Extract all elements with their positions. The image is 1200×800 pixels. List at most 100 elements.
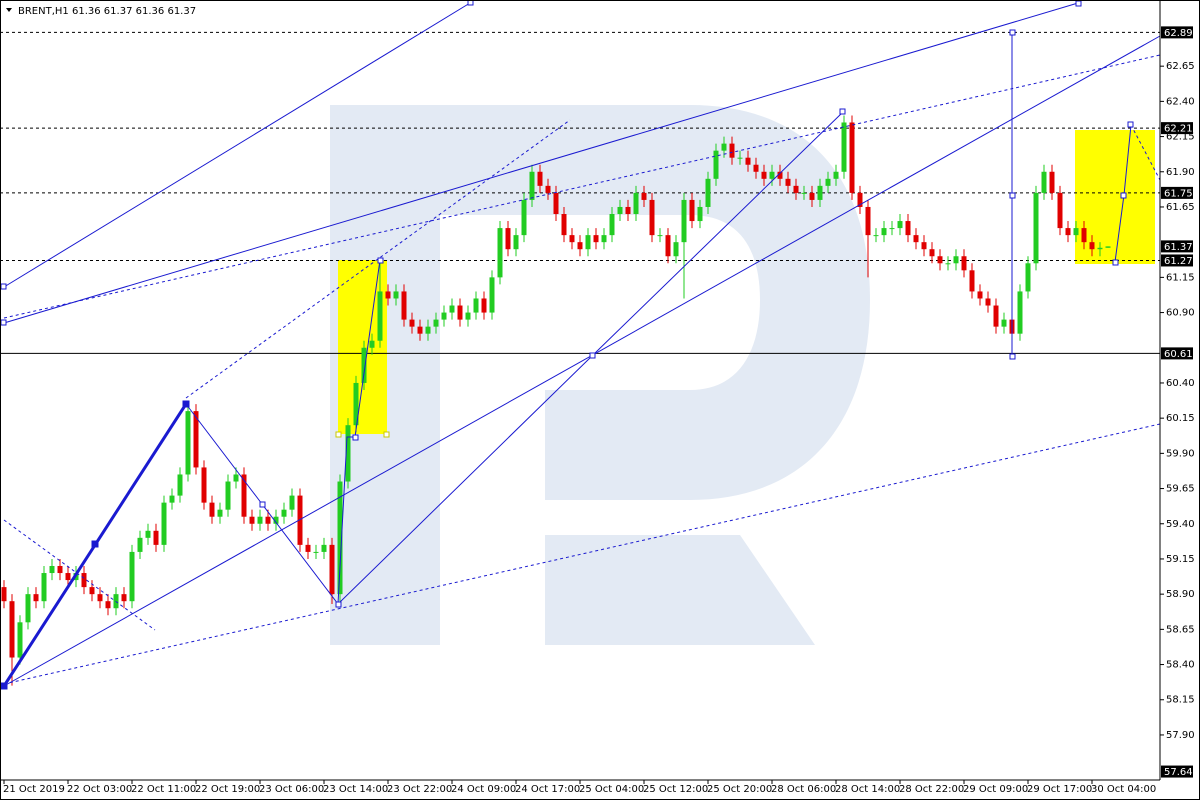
candle-body <box>457 305 463 320</box>
y-tick-label: 61.90 <box>1166 167 1195 178</box>
x-tick-label: 28 Oct 22:00 <box>899 784 964 795</box>
price-label: 61.37 <box>1164 242 1193 253</box>
trendlines <box>0 0 1161 690</box>
y-tick-label: 57.90 <box>1166 730 1195 741</box>
candle-body <box>449 305 455 313</box>
level-label: 60.61 <box>1164 349 1193 360</box>
candle-body <box>25 594 31 623</box>
candle-body <box>809 192 815 200</box>
x-tick-label: 28 Oct 06:00 <box>771 784 836 795</box>
candle-body <box>1105 246 1111 248</box>
candle-body <box>697 206 703 222</box>
y-tick-label: 59.40 <box>1166 519 1195 530</box>
candle-body <box>1033 192 1039 264</box>
candle-body <box>737 157 743 159</box>
candle-body <box>1065 228 1071 236</box>
candle-body <box>1001 319 1007 327</box>
candle-body <box>233 474 239 482</box>
candle-body <box>9 601 15 658</box>
candle-body <box>977 291 983 299</box>
candle-body <box>129 551 135 602</box>
candle-body <box>137 537 143 552</box>
candle-body <box>833 171 839 179</box>
candle-body <box>425 326 431 334</box>
levels <box>0 31 1160 354</box>
candle-body <box>33 594 39 602</box>
candle-body <box>417 326 423 334</box>
candle-body <box>633 192 639 215</box>
candle-body <box>1097 247 1103 250</box>
candle-body <box>289 495 295 510</box>
level-label: 62.89 <box>1164 28 1193 39</box>
y-tick-label: 58.15 <box>1166 695 1195 706</box>
candle-body <box>657 235 663 237</box>
candle-body <box>97 594 103 602</box>
chart-header: BRENT,H1 61.36 61.37 61.36 61.37 <box>18 6 196 17</box>
candle-body <box>753 164 759 172</box>
candle-body <box>217 509 223 517</box>
candle-body <box>873 235 879 237</box>
y-tick-label: 58.90 <box>1166 589 1195 600</box>
candle-body <box>249 516 255 524</box>
candle-body <box>857 192 863 207</box>
menu-triangle <box>6 8 12 12</box>
candle-body <box>961 256 967 271</box>
candle-body <box>17 622 23 658</box>
y-tick-label: 58.65 <box>1166 624 1195 635</box>
candle-body <box>1081 228 1087 243</box>
candle-body <box>265 516 271 524</box>
target-zone <box>338 260 387 434</box>
candle-body <box>649 199 655 236</box>
candle-body <box>969 270 975 292</box>
y-tick-label: 58.40 <box>1166 660 1195 671</box>
candle-body <box>777 171 783 179</box>
y-tick-label: 59.65 <box>1166 484 1195 495</box>
x-tick-label: 24 Oct 09:00 <box>451 784 516 795</box>
candle-body <box>793 185 799 193</box>
y-tick-label: 60.90 <box>1166 308 1195 319</box>
level-box <box>1161 186 1193 199</box>
price-label: 57.64 <box>1164 767 1193 778</box>
candle-body <box>153 530 159 545</box>
last-low: 61.36 <box>136 6 165 17</box>
candle-body <box>369 340 375 348</box>
candle-body <box>161 502 167 545</box>
candle-body <box>889 228 895 230</box>
candle-body <box>145 530 151 538</box>
candle-body <box>1089 242 1095 250</box>
candle-body <box>193 411 199 468</box>
candle-body <box>529 171 535 200</box>
candle-body <box>609 214 615 236</box>
candle-body <box>865 206 871 236</box>
candle-body <box>985 298 991 306</box>
candle-body <box>641 192 647 200</box>
last-close: 61.37 <box>167 6 196 17</box>
candle-body <box>1017 291 1023 334</box>
candle-body <box>49 565 55 574</box>
candle-body <box>681 199 687 243</box>
candle-body <box>465 312 471 320</box>
candle-body <box>1049 171 1055 193</box>
level-box <box>1161 347 1193 360</box>
y-tick-label: 60.15 <box>1166 413 1195 424</box>
last-open: 61.36 <box>72 6 101 17</box>
candle-body <box>1025 263 1031 292</box>
candle-body <box>953 256 959 264</box>
candle-body <box>345 425 351 482</box>
candle-body <box>745 157 751 165</box>
candle-body <box>553 192 559 215</box>
candle-body <box>321 544 327 552</box>
candle-body <box>201 467 207 503</box>
candle-body <box>241 474 247 517</box>
candle-body <box>801 192 807 194</box>
candle-body <box>625 206 631 215</box>
candle-body <box>913 235 919 243</box>
candle-body <box>673 242 679 257</box>
target-zone <box>1075 130 1155 264</box>
candle-body <box>305 544 311 552</box>
candle-body <box>473 298 479 313</box>
y-tick-label: 62.15 <box>1166 132 1195 143</box>
candle-body <box>65 573 71 581</box>
x-tick-label: 23 Oct 06:00 <box>259 784 324 795</box>
